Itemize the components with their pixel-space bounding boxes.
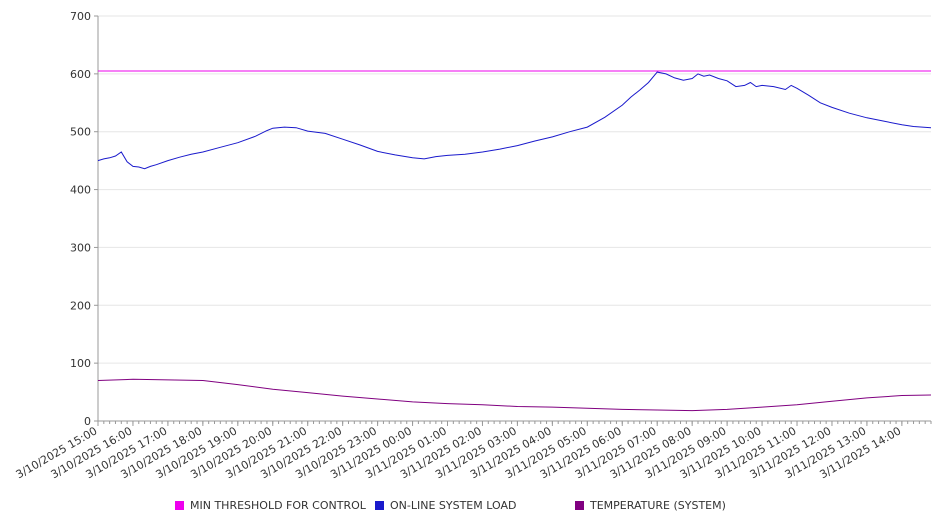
grid-lines	[98, 15, 931, 364]
y-axis-tick-labels: 0 100 200 300 400 500 600 700	[70, 10, 98, 428]
y-tick-label-2: 200	[70, 299, 91, 312]
legend-item-temperature: TEMPERATURE (SYSTEM)	[575, 497, 726, 513]
y-tick-label-6: 600	[70, 68, 91, 81]
series-line-2	[97, 378, 932, 412]
y-tick-label-5: 500	[70, 126, 91, 139]
y-tick-label-4: 400	[70, 184, 91, 197]
legend-item-threshold: MIN THRESHOLD FOR CONTROL	[175, 497, 366, 513]
x-axis-tick-labels: 3/10/2025 15:003/10/2025 16:003/10/2025 …	[14, 421, 903, 481]
legend-swatch-temperature	[575, 500, 584, 510]
legend-label-threshold: MIN THRESHOLD FOR CONTROL	[190, 498, 366, 512]
y-tick-label-1: 100	[70, 357, 91, 370]
legend-swatch-system-load	[375, 500, 384, 510]
y-tick-label-0: 0	[84, 415, 91, 428]
y-tick-label-3: 300	[70, 241, 91, 254]
series-line-1	[97, 71, 932, 170]
legend-label-temperature: TEMPERATURE (SYSTEM)	[590, 498, 726, 512]
y-tick-label-7: 700	[70, 10, 91, 23]
legend-label-system-load: ON-LINE SYSTEM LOAD	[390, 498, 517, 512]
legend-swatch-threshold	[175, 500, 184, 510]
legend-item-system-load: ON-LINE SYSTEM LOAD	[375, 497, 516, 513]
series-lines	[97, 70, 932, 412]
